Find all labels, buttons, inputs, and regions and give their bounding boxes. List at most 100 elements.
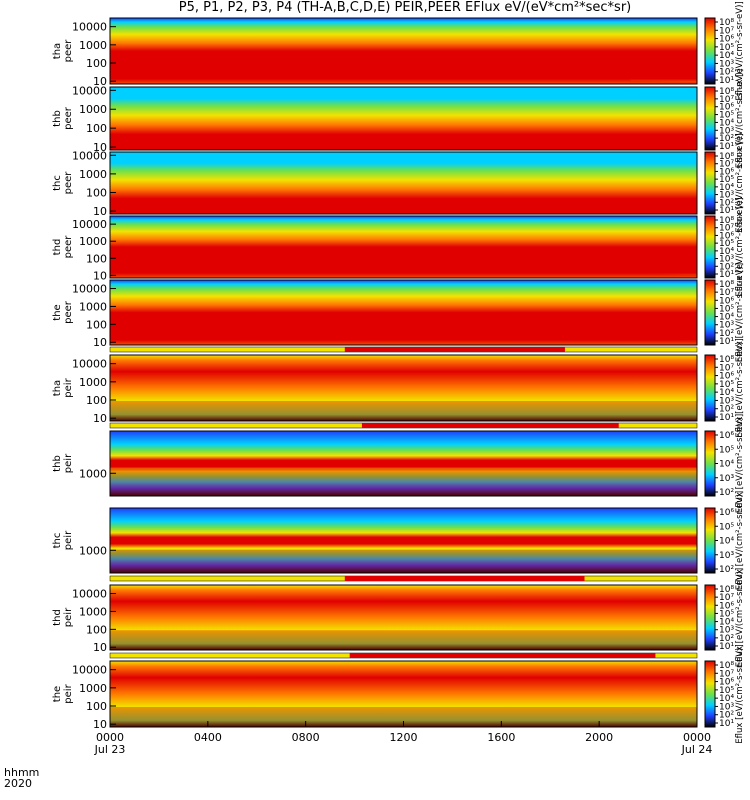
colorbar-tick-label: 10⁶	[719, 508, 734, 518]
colorbar-tick-label: 10³	[719, 191, 734, 201]
colorbar-units: Eflux [eV/(cm²-s-sr-eV)]	[735, 568, 745, 667]
colorbar-tick-label: 10⁵	[719, 43, 734, 53]
y-tick-label: 10	[93, 141, 107, 154]
x-tick-label: 2000	[585, 731, 613, 744]
y-tick-label: 1000	[79, 605, 107, 618]
colorbar-units: Eflux [eV/(cm²-s-sr-eV)]	[735, 69, 745, 168]
colorbar-tick-label: 10⁸	[719, 152, 734, 162]
core-overlay	[110, 707, 697, 727]
colorbar-tick-label: 10⁸	[719, 18, 734, 28]
colorbar-tick-label: 10²	[719, 405, 734, 415]
panel-species-label: peir	[63, 607, 74, 627]
panel-probe-label: thc	[52, 175, 63, 191]
colorbar	[704, 151, 716, 215]
y-tick-label: 1000	[79, 376, 107, 389]
colorbar-tick-label: 10³	[719, 474, 734, 484]
colorbar-tick-label: 10⁴	[719, 537, 734, 547]
panel-probe-label: tha	[52, 380, 63, 396]
y-tick-label: 10	[93, 412, 107, 425]
panel-probe-label: thb	[52, 455, 63, 472]
panel-probe-label: thd	[52, 239, 63, 256]
panel-probe-label: tha	[52, 43, 63, 59]
mode-bar-burst-segment	[344, 347, 565, 352]
x-date-label: Jul 24	[681, 743, 713, 756]
colorbar-tick-label: 10⁵	[719, 686, 734, 696]
colorbar-tick-label: 10⁴	[719, 118, 734, 128]
colorbar-tick-label: 10³	[719, 59, 734, 69]
colorbar-units: Eflux [eV/(cm²-s-sr-eV)]	[735, 491, 745, 590]
colorbar-tick-label: 10⁸	[719, 280, 734, 290]
colorbar-tick-label: 10²	[719, 262, 734, 272]
colorbar	[704, 430, 716, 497]
colorbar-tick-label: 10⁷	[719, 26, 734, 36]
colorbar-tick-label: 10¹	[719, 642, 734, 652]
core-overlay	[110, 206, 697, 214]
colorbar-tick-label: 10³	[719, 396, 734, 406]
panel-species-label: peir	[63, 530, 74, 550]
colorbar-tick-label: 10⁵	[719, 445, 734, 455]
core-overlay	[110, 630, 697, 650]
y-tick-label: 10000	[72, 149, 107, 162]
spectrogram-thb-peer	[110, 87, 697, 150]
x-tick-label: 0400	[194, 731, 222, 744]
colorbar-tick-label: 10⁷	[719, 95, 734, 105]
colorbar-tick-label: 10⁶	[719, 601, 734, 611]
core-overlay	[110, 253, 697, 278]
y-tick-label: 100	[86, 394, 107, 407]
y-tick-label: 10000	[72, 283, 107, 296]
colorbar-tick-label: 10²	[719, 711, 734, 721]
y-tick-label: 10	[93, 336, 107, 349]
y-tick-label: 100	[86, 700, 107, 713]
y-tick-label: 100	[86, 623, 107, 636]
colorbar-tick-label: 10³	[719, 702, 734, 712]
colorbar-tick-label: 10²	[719, 134, 734, 144]
colorbar-units: Eflux [eV/(cm²-s-sr-eV)]	[735, 263, 745, 362]
colorbar-tick-label: 10²	[719, 198, 734, 208]
spectrogram-thd-peer	[110, 216, 697, 278]
colorbar-units: Eflux [eV/(cm²-s-sr-eV)]	[735, 414, 745, 513]
y-tick-label: 10	[93, 718, 107, 731]
colorbar-tick-label: 10²	[719, 329, 734, 339]
year-label: 2020	[4, 777, 32, 790]
colorbar-tick-label: 10²	[719, 634, 734, 644]
colorbar-tick-label: 10¹	[719, 337, 734, 347]
colorbar-tick-label: 10⁴	[719, 313, 734, 323]
y-tick-label: 1000	[79, 682, 107, 695]
colorbar-tick-label: 10⁷	[719, 160, 734, 170]
panel-probe-label: thd	[52, 609, 63, 626]
colorbar-tick-label: 10⁶	[719, 103, 734, 113]
spectrogram-thb-peir	[110, 431, 697, 496]
panel-species-label: peer	[63, 39, 74, 63]
colorbar-tick-label: 10⁴	[719, 460, 734, 470]
spectrogram-thd-peir	[110, 585, 697, 650]
colorbar-tick-label: 10⁷	[719, 288, 734, 298]
colorbar-tick-label: 10⁷	[719, 224, 734, 234]
core-overlay	[110, 549, 697, 573]
core-overlay	[110, 401, 697, 421]
y-tick-label: 1000	[79, 467, 107, 480]
colorbar-tick-label: 10¹	[719, 719, 734, 729]
colorbar-tick-label: 10⁷	[719, 363, 734, 373]
colorbar-tick-label: 10⁴	[719, 618, 734, 628]
colorbar-tick-label: 10⁶	[719, 296, 734, 306]
colorbar-tick-label: 10⁸	[719, 87, 734, 97]
x-tick-label: 0000	[683, 731, 711, 744]
colorbar-tick-label: 10⁶	[719, 35, 734, 45]
spectrogram-thc-peir	[110, 508, 697, 573]
spectrogram-the-peir	[110, 661, 697, 727]
panel-probe-label: the	[52, 686, 63, 702]
colorbar-units: Eflux [eV/(cm²-s-sr-eV)]	[735, 338, 745, 437]
spectrogram-tha-peir	[110, 355, 697, 421]
colorbar-tick-label: 10⁸	[719, 661, 734, 671]
colorbar-tick-label: 10⁴	[719, 388, 734, 398]
panel-probe-label: thb	[52, 110, 63, 127]
colorbar-tick-label: 10¹	[719, 206, 734, 216]
colorbar-tick-label: 10⁵	[719, 304, 734, 314]
y-tick-label: 100	[86, 318, 107, 331]
panel-frame	[109, 507, 698, 574]
colorbar-tick-label: 10⁵	[719, 239, 734, 249]
colorbar	[704, 17, 716, 85]
mode-bar-burst-segment	[344, 576, 585, 581]
panel-frame	[109, 86, 698, 151]
